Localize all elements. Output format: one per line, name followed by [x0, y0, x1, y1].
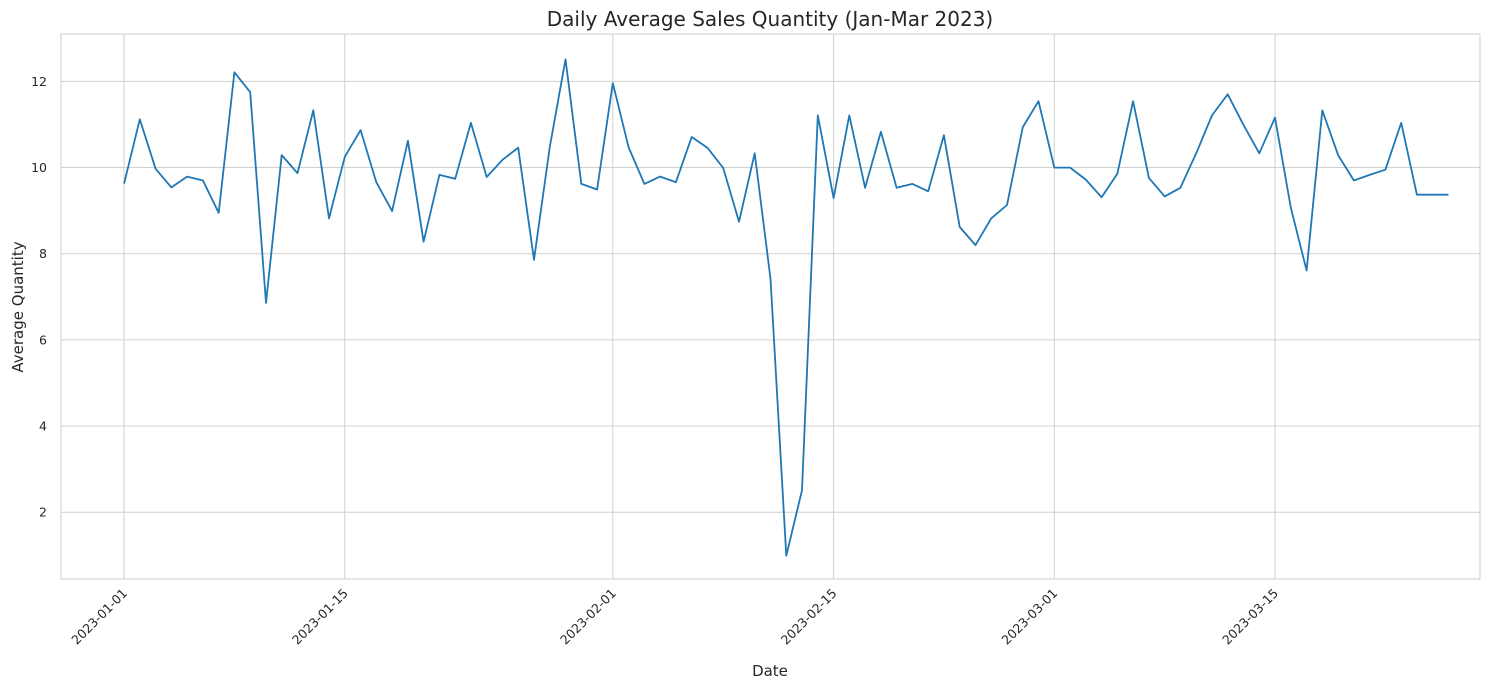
y-tick-label: 6: [39, 332, 47, 347]
y-tick-label: 2: [39, 505, 47, 520]
y-tick-label: 8: [39, 246, 47, 261]
y-tick-label: 12: [31, 74, 47, 89]
chart-title: Daily Average Sales Quantity (Jan-Mar 20…: [547, 7, 993, 31]
grid-lines: [61, 34, 1480, 579]
y-tick-label: 10: [31, 160, 47, 175]
plot-frame: [60, 33, 1481, 580]
y-tick-label: 4: [39, 419, 47, 434]
y-axis-label: Average Quantity: [9, 241, 27, 372]
x-axis-label: Date: [752, 662, 788, 680]
series-line-average-quantity: [123, 58, 1449, 557]
